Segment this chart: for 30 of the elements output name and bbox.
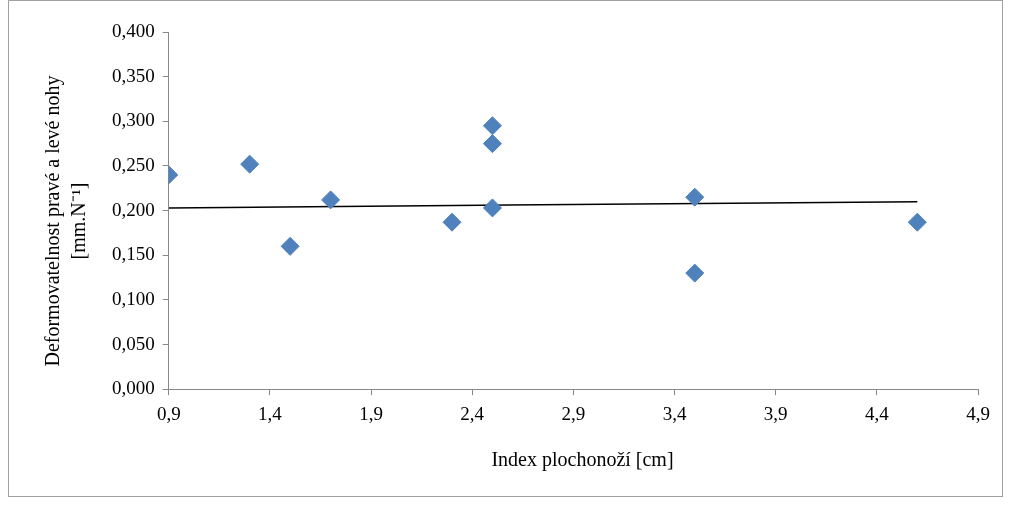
x-tick-label: 3,9 (763, 402, 788, 424)
point (685, 187, 705, 207)
x-tick-label: 2,4 (460, 402, 485, 424)
y-tick-label: 0,300 (112, 109, 155, 131)
point (321, 190, 341, 210)
x-tick-label: 4,9 (966, 402, 990, 424)
x-axis-title: Index plochonoží [cm] (490, 448, 675, 471)
x-tick-label: 1,4 (258, 402, 283, 424)
y-tick-label: 0,100 (112, 287, 155, 309)
point (482, 116, 502, 136)
x-tick-label: 0,9 (156, 402, 181, 424)
y-tick-label: 0,400 (112, 19, 155, 41)
y-tick-label: 0,200 (112, 198, 155, 220)
point (280, 236, 300, 256)
y-tick-label: 0,350 (112, 64, 155, 86)
point (482, 198, 502, 218)
x-tick-label: 4,4 (864, 402, 890, 424)
point (907, 212, 927, 232)
point (685, 263, 705, 283)
y-tick-label: 0,000 (112, 377, 155, 399)
y-tick-label: 0,050 (112, 332, 155, 354)
y-tick-label: 0,250 (112, 153, 155, 175)
y-axis-title: Deformovatelnost pravé a levé nohy [mm.N⁻¹] (40, 74, 90, 369)
x-tick-label: 3,4 (662, 402, 687, 424)
x-tick-label: 1,9 (359, 402, 383, 424)
y-tick-label: 0,150 (112, 243, 155, 265)
point (482, 134, 502, 154)
x-tick-label: 2,9 (561, 402, 586, 424)
point (240, 154, 260, 174)
point (442, 212, 462, 232)
